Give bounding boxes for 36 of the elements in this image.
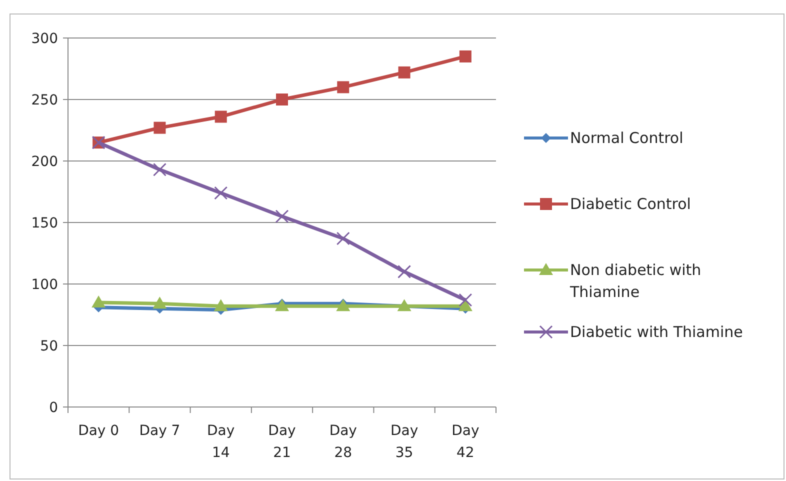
point [214,110,227,123]
point [276,94,288,106]
x-tick-label: Day 0 [78,423,120,439]
point [458,293,472,307]
point [152,162,166,176]
point [154,122,166,134]
point [458,299,472,312]
y-tick-label: 200 [31,154,58,170]
legend-label: Diabetic with Thiamine [570,323,743,341]
legend-label: Normal Control [570,129,684,147]
point [336,232,350,246]
point [214,299,228,312]
point [214,186,228,200]
y-tick-label: 300 [31,30,58,47]
point [459,50,472,62]
point [398,264,412,278]
point [398,66,410,78]
legend-label: Diabetic Control [570,195,691,213]
x-tick-label: Day 21 [268,423,296,461]
y-tick-label: 0 [49,400,58,416]
point [336,299,350,312]
point [275,299,289,312]
x-tick-label: Day 42 [452,423,480,461]
x-tick-label: Day 35 [390,423,418,461]
x-tick-label: Day 7 [139,423,180,439]
point [152,296,167,309]
point [337,81,350,94]
y-tick-label: 150 [31,215,58,232]
legend-label: Non diabetic with Thiamine [569,261,702,301]
y-tick-label: 100 [31,276,58,293]
x-tick-label: Day 14 [207,423,235,461]
x-tick-label: Day 28 [329,423,357,461]
y-tick-label: 50 [40,338,58,354]
y-tick-label: 250 [31,92,58,108]
point [92,295,106,308]
point [275,210,289,224]
